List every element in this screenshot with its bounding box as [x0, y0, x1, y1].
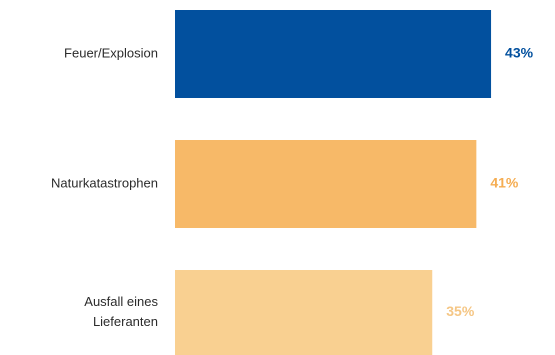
- category-label-line: Naturkatastrophen: [51, 175, 158, 190]
- category-label-line: Lieferanten: [93, 314, 158, 329]
- bar-2: [175, 140, 477, 228]
- category-label-1: Feuer/Explosion: [64, 45, 158, 60]
- value-label-1: 43%: [505, 45, 534, 61]
- category-label-2: Naturkatastrophen: [51, 175, 158, 190]
- category-label-line: Ausfall eines: [84, 294, 158, 309]
- bar-3: [175, 270, 433, 355]
- value-label-2: 41%: [490, 175, 519, 191]
- category-label-line: Feuer/Explosion: [64, 45, 158, 60]
- value-label-3: 35%: [446, 303, 475, 319]
- bar-1: [175, 10, 492, 98]
- category-label-3: Ausfall eines Lieferanten: [84, 294, 158, 329]
